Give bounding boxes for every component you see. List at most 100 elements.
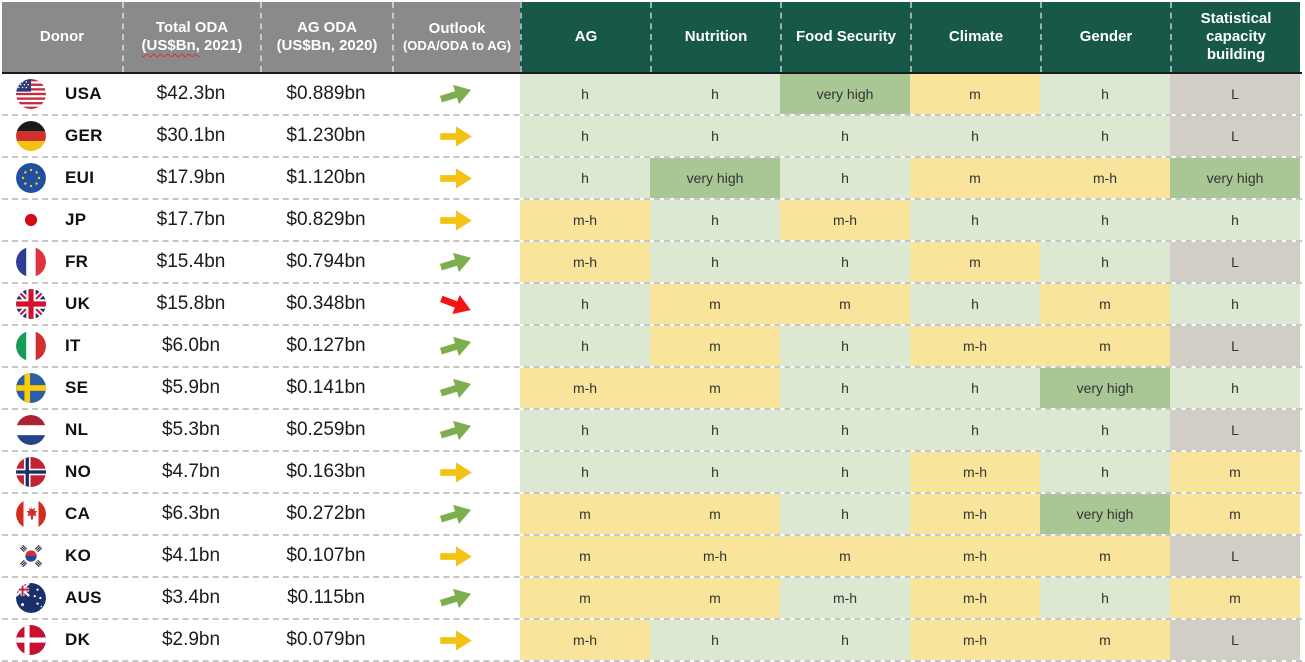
rating-cell: h [910,410,1040,450]
rating-cell: m [780,536,910,576]
ag-oda-value: $0.107bn [286,545,366,566]
donor-cell: GER [2,116,122,156]
donor-cell: JP [2,200,122,240]
donor-cell: DK [2,620,122,660]
rating-cell: L [1170,536,1300,576]
header-outlook-line1: Outlook [428,19,486,37]
total-oda-value: $30.1bn [156,125,226,146]
donor-code: GER [65,126,103,145]
rating-cell: h [650,242,780,282]
rating-cell: m-h [1040,158,1170,198]
outlook-cell [392,368,520,408]
total-oda-value: $5.9bn [161,377,221,398]
rating-cell: h [780,158,910,198]
ag-oda-value: $0.163bn [286,461,366,482]
outlook-up-arrow-icon [439,252,472,272]
rating-cell: h [780,116,910,156]
ag-oda-value: $0.794bn [286,251,366,272]
table-header-row: Donor Total ODA (US$Bn, 2021) AG ODA (US… [2,2,1302,74]
header-nutrition: Nutrition [650,2,780,72]
rating-cell: m-h [520,620,650,660]
outlook-flat-arrow-icon [440,167,472,189]
outlook-flat-arrow-icon [440,461,472,483]
outlook-up-arrow-icon [439,378,472,398]
table-row: EUI $17.9bn $1.120bn h very high h m m-h very… [2,158,1302,200]
rating-cell: m-h [520,242,650,282]
donor-cell: NO [2,452,122,492]
total-oda-value: $4.1bn [161,545,221,566]
outlook-cell [392,242,520,282]
donor-cell: NL [2,410,122,450]
outlook-cell [392,200,520,240]
dk-flag-icon [16,625,46,655]
outlook-flat-arrow-icon [440,125,472,147]
ag-oda-value: $0.141bn [286,377,366,398]
rating-cell: h [1040,200,1170,240]
rating-cell: very high [1040,368,1170,408]
header-statistical-capacity: Statistical capacity building [1170,2,1300,72]
header-total-oda-line1: Total ODA [155,18,229,36]
donor-code: UK [65,294,91,313]
donor-code: CA [65,504,91,523]
rating-cell: L [1170,242,1300,282]
rating-cell: h [1170,368,1300,408]
donor-cell: FR [2,242,122,282]
rating-cell: h [780,368,910,408]
donor-cell: USA [2,74,122,114]
table-row: FR $15.4bn $0.794bn m-h h h m h L [2,242,1302,284]
ag-oda-value: $1.120bn [286,167,366,188]
rating-cell: h [910,116,1040,156]
ag-oda-value: $0.348bn [286,293,366,314]
rating-cell: L [1170,410,1300,450]
table-row: NO $4.7bn $0.163bn h h h m-h h m [2,452,1302,494]
rating-cell: m-h [520,368,650,408]
rating-cell: h [520,410,650,450]
rating-cell: L [1170,116,1300,156]
rating-cell: h [650,200,780,240]
table-row: CA $6.3bn $0.272bn m m h m-h very high m [2,494,1302,536]
us-flag-icon [16,79,46,109]
outlook-cell [392,284,520,324]
outlook-cell [392,74,520,114]
donor-cell: IT [2,326,122,366]
header-outlook: Outlook (ODA/ODA to AG) [392,2,520,72]
rating-cell: m-h [910,494,1040,534]
outlook-cell [392,158,520,198]
outlook-flat-arrow-icon [440,629,472,651]
rating-cell: m [650,578,780,618]
total-oda-value: $6.0bn [161,335,221,356]
ag-oda-value: $0.127bn [286,335,366,356]
rating-cell: m [520,536,650,576]
header-ag: AG [520,2,650,72]
rating-cell: m [1040,620,1170,660]
header-donor-label: Donor [39,27,85,45]
eu-flag-icon [16,163,46,193]
rating-cell: h [780,452,910,492]
rating-cell: m [780,284,910,324]
rating-cell: h [1170,284,1300,324]
ca-flag-icon [16,499,46,529]
rating-cell: h [520,452,650,492]
donor-code: EUI [65,168,95,187]
table-row: JP $17.7bn $0.829bn m-h h m-h h h h [2,200,1302,242]
rating-cell: h [780,620,910,660]
rating-cell: m-h [650,536,780,576]
rating-cell: m [520,494,650,534]
rating-cell: m-h [780,578,910,618]
table-body: USA $42.3bn $0.889bn h h very high m h L GER … [2,74,1302,662]
donor-code: DK [65,630,91,649]
outlook-up-arrow-icon [439,420,472,440]
outlook-up-arrow-icon [439,84,472,104]
outlook-flat-arrow-icon [440,545,472,567]
se-flag-icon [16,373,46,403]
table-row: AUS $3.4bn $0.115bn m m m-h m-h h m [2,578,1302,620]
rating-cell: h [650,620,780,660]
donor-cell: AUS [2,578,122,618]
donor-cell: KO [2,536,122,576]
rating-cell: m-h [910,326,1040,366]
total-oda-value: $17.9bn [156,167,226,188]
uk-flag-icon [16,289,46,319]
